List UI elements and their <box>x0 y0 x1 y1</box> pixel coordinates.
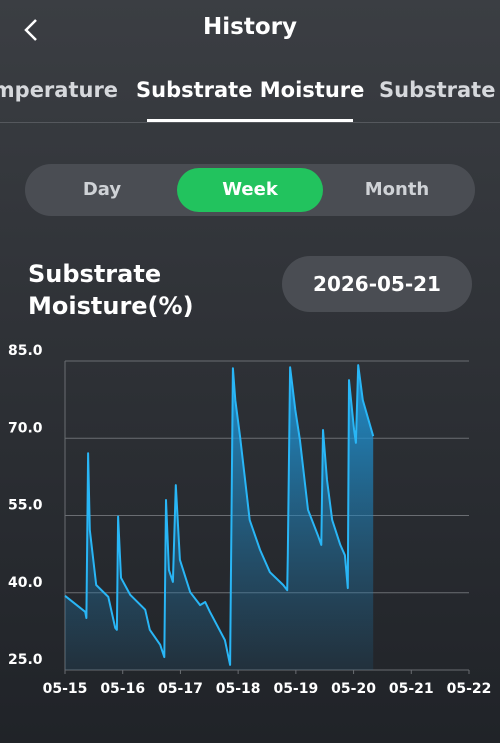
back-button[interactable] <box>20 16 44 44</box>
x-tick-label: 05-16 <box>100 681 145 697</box>
y-tick-label: 55.0 <box>8 498 43 514</box>
tab[interactable]: Substrate <box>379 78 496 102</box>
x-tick-label: 05-17 <box>158 681 203 697</box>
y-tick-label: 85.0 <box>8 343 43 359</box>
tab-underline <box>147 119 353 122</box>
chart: 25.0 40.0 55.0 70.0 85.0 05-15 05-16 05-17 05-18… <box>8 343 492 697</box>
chart-heading: Substrate Moisture(%) <box>28 260 194 320</box>
y-tick-label: 25.0 <box>8 652 43 668</box>
divider <box>0 122 500 123</box>
x-tick-label: 05-20 <box>331 681 376 697</box>
segment[interactable]: Day <box>82 179 122 200</box>
x-tick-label: 05-19 <box>273 681 318 697</box>
y-tick-label: 40.0 <box>8 575 43 591</box>
tab[interactable]: Temperature <box>0 78 119 102</box>
line <box>64 364 375 666</box>
segment[interactable]: Month <box>364 179 430 200</box>
tab-active[interactable]: Substrate Moisture <box>136 78 365 102</box>
x-tick-label: 05-15 <box>43 681 88 697</box>
y-tick-label: 70.0 <box>8 420 43 436</box>
date-picker[interactable]: 2026-05-21 <box>282 256 472 312</box>
x-tick-label: 05-18 <box>216 681 261 697</box>
x-tick-label: 05-21 <box>389 681 434 697</box>
area <box>65 365 374 670</box>
page-title: History <box>203 14 297 40</box>
x-tick-label: 05-22 <box>447 681 492 697</box>
segment-active[interactable]: Week <box>177 168 323 212</box>
